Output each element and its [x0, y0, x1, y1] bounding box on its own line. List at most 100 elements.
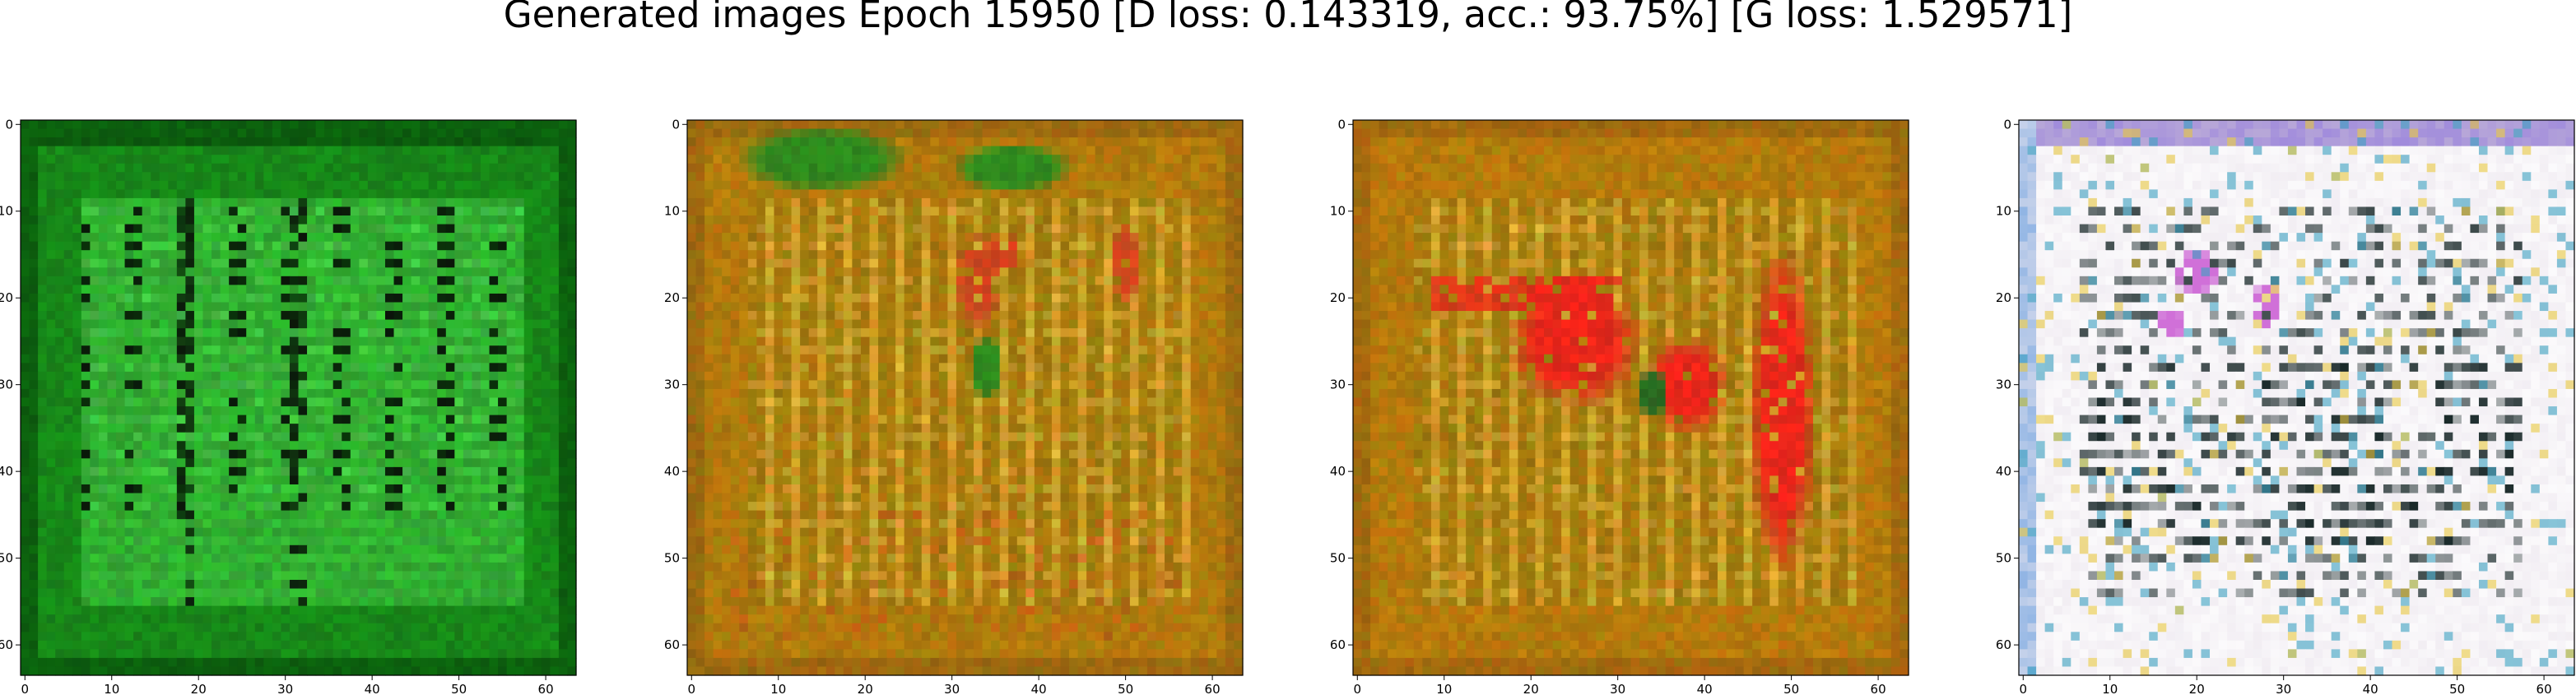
image-pixel — [324, 606, 333, 615]
image-pixel — [229, 458, 238, 467]
image-pixel — [454, 372, 463, 381]
image-pixel — [99, 571, 108, 580]
image-pixel — [299, 511, 308, 520]
image-pixel — [255, 597, 264, 606]
image-pixel — [913, 225, 922, 234]
image-pixel — [904, 198, 914, 207]
image-pixel — [107, 450, 116, 459]
image-pixel — [559, 198, 568, 207]
image-pixel — [202, 441, 212, 450]
image-pixel — [72, 372, 81, 381]
image-pixel — [133, 198, 142, 207]
image-pixel — [229, 511, 238, 520]
image-pixel — [904, 215, 914, 225]
image-pixel — [151, 129, 160, 138]
image-pixel — [47, 666, 56, 675]
image-pixel — [463, 164, 472, 173]
image-pixel — [1174, 164, 1183, 173]
image-pixel — [272, 345, 281, 354]
image-pixel — [72, 345, 81, 354]
image-pixel — [1078, 172, 1087, 181]
image-pixel — [202, 320, 212, 329]
image-pixel — [64, 450, 73, 459]
image-pixel — [437, 311, 446, 320]
image-pixel — [142, 458, 151, 467]
image-pixel — [559, 536, 568, 545]
image-pixel — [21, 311, 30, 320]
image-pixel — [333, 536, 342, 545]
image-pixel — [185, 276, 194, 285]
image-pixel — [559, 467, 568, 476]
image-pixel — [255, 372, 264, 381]
image-pixel — [817, 137, 826, 146]
image-pixel — [55, 614, 64, 623]
image-pixel — [1199, 198, 1208, 207]
image-pixel — [515, 389, 524, 398]
image-pixel — [307, 614, 316, 623]
image-pixel — [1165, 129, 1174, 138]
image-pixel — [90, 597, 99, 606]
image-pixel — [507, 189, 516, 198]
image-pixel — [238, 320, 247, 329]
image-pixel — [299, 372, 308, 381]
image-pixel — [524, 433, 533, 442]
image-pixel — [1225, 181, 1235, 190]
image-pixel — [1174, 198, 1183, 207]
image-pixel — [507, 372, 516, 381]
image-pixel — [64, 458, 73, 467]
image-pixel — [515, 164, 524, 173]
image-pixel — [229, 181, 238, 190]
image-pixel — [532, 519, 542, 528]
image-pixel — [904, 233, 914, 242]
image-pixel — [1208, 129, 1217, 138]
image-pixel — [930, 189, 939, 198]
image-pixel — [255, 345, 264, 354]
image-pixel — [324, 155, 333, 164]
image-pixel — [817, 146, 826, 155]
image-pixel — [116, 285, 125, 294]
image-pixel — [194, 259, 203, 268]
image-pixel — [1234, 155, 1243, 164]
image-pixel — [394, 345, 403, 354]
image-pixel — [194, 389, 203, 398]
image-pixel — [202, 458, 212, 467]
image-pixel — [55, 545, 64, 554]
image-pixel — [376, 233, 385, 242]
image-pixel — [142, 658, 151, 667]
image-pixel — [151, 424, 160, 433]
image-pixel — [1147, 155, 1156, 164]
image-pixel — [281, 658, 290, 667]
image-pixel — [454, 320, 463, 329]
image-pixel — [307, 267, 316, 276]
image-pixel — [246, 302, 255, 311]
image-pixel — [202, 641, 212, 650]
image-pixel — [99, 606, 108, 615]
image-pixel — [307, 311, 316, 320]
image-pixel — [72, 467, 81, 476]
image-pixel — [402, 285, 412, 294]
image-pixel — [177, 164, 186, 173]
image-pixel — [316, 146, 325, 155]
image-pixel — [1165, 120, 1174, 129]
image-pixel — [1095, 164, 1104, 173]
image-pixel — [437, 242, 446, 251]
image-pixel — [412, 554, 421, 563]
image-pixel — [402, 554, 412, 563]
image-pixel — [333, 189, 342, 198]
image-pixel — [1138, 129, 1147, 138]
image-pixel — [559, 649, 568, 658]
image-pixel — [142, 311, 151, 320]
image-pixel — [826, 189, 835, 198]
image-pixel — [21, 250, 30, 259]
image-pixel — [446, 484, 455, 493]
image-pixel — [151, 198, 160, 207]
image-pixel — [290, 206, 299, 215]
image-pixel — [446, 189, 455, 198]
image-pixel — [72, 623, 81, 632]
image-pixel — [481, 250, 490, 259]
image-pixel — [1008, 189, 1017, 198]
image-pixel — [281, 320, 290, 329]
image-pixel — [394, 433, 403, 442]
image-pixel — [64, 580, 73, 589]
image-pixel — [324, 129, 333, 138]
